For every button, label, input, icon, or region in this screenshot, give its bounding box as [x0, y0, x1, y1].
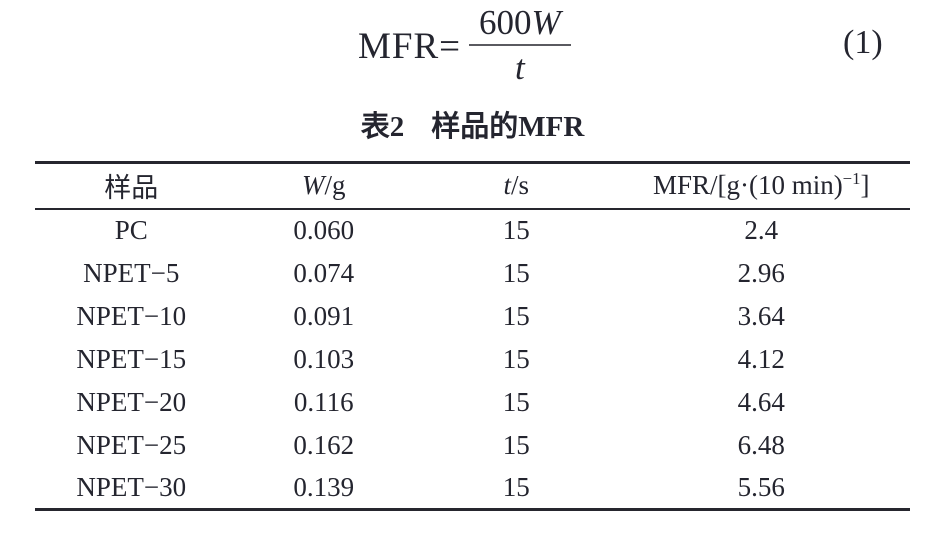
table-row: NPET−10 0.091 15 3.64 [35, 295, 910, 338]
formula-fraction: 600W t [469, 3, 571, 87]
table-cell: 15 [502, 429, 530, 460]
table-cell: 6.48 [737, 429, 785, 460]
table-cell: 2.96 [737, 257, 785, 288]
table-cell: 0.091 [293, 300, 355, 331]
table-cell: 2.4 [744, 215, 779, 245]
table-cell: 0.139 [293, 471, 355, 502]
equation-number: (1) [843, 24, 883, 61]
mfr-table: 样品 W/g t/s MFR/[g·(10 min)−1] PC 0.060 15 2… [35, 161, 910, 511]
equation: MFR= 600W t [358, 3, 571, 87]
header-weight: W/g [301, 170, 346, 201]
numerator-coefficient: 600 [479, 3, 532, 42]
header-sample: 样品 [104, 173, 159, 204]
table-cell: 15 [502, 300, 530, 331]
formula-denominator: t [514, 47, 525, 87]
table-number-label: 表2 [360, 111, 405, 143]
table-caption: 样品的MFR [431, 111, 585, 143]
table-cell: NPET−5 [83, 257, 180, 288]
header-mfr: MFR/[g·(10 min)−1] [652, 169, 870, 201]
table-cell: NPET−30 [76, 471, 187, 502]
table-cell: 15 [502, 386, 530, 417]
table-cell: 0.060 [293, 215, 355, 245]
formula-lhs: MFR= [358, 25, 462, 67]
formula-numerator: 600W [469, 3, 571, 44]
table-cell: 15 [502, 215, 530, 245]
table-cell: PC [114, 215, 148, 245]
table-cell: 4.12 [737, 343, 785, 374]
table-title: 表2 样品的MFR [0, 103, 945, 145]
table-row: NPET−30 0.139 15 5.56 [35, 467, 910, 510]
numerator-symbol: W [531, 3, 561, 42]
table-row: NPET−15 0.103 15 4.12 [35, 338, 910, 381]
table-cell: 0.074 [293, 257, 355, 288]
table-cell: NPET−25 [76, 429, 187, 460]
table-cell: 15 [502, 257, 530, 288]
table-cell: 4.64 [737, 386, 785, 417]
table-row: NPET−25 0.162 15 6.48 [35, 424, 910, 467]
table-row: NPET−20 0.116 15 4.64 [35, 381, 910, 424]
table-cell: 3.64 [737, 300, 785, 331]
table-cell: NPET−10 [76, 300, 187, 331]
table-cell: 0.116 [293, 386, 354, 417]
table-cell: NPET−15 [76, 343, 187, 374]
table-cell: 15 [502, 343, 530, 374]
table-cell: 0.162 [293, 429, 355, 460]
fraction-bar [469, 43, 571, 46]
table-cell: NPET−20 [76, 386, 187, 417]
table-body: PC 0.060 15 2.4 NPET−5 0.074 15 2.96 NPET−10 0.09… [35, 209, 910, 510]
table-row: NPET−5 0.074 15 2.96 [35, 252, 910, 295]
table-cell: 15 [502, 471, 530, 502]
table-header: 样品 W/g t/s MFR/[g·(10 min)−1] [35, 163, 910, 209]
table-cell: 0.103 [293, 343, 355, 374]
header-time: t/s [503, 170, 530, 201]
header-row: 样品 W/g t/s MFR/[g·(10 min)−1] [35, 163, 910, 209]
table-row: PC 0.060 15 2.4 [35, 209, 910, 252]
table-cell: 5.56 [737, 471, 785, 502]
